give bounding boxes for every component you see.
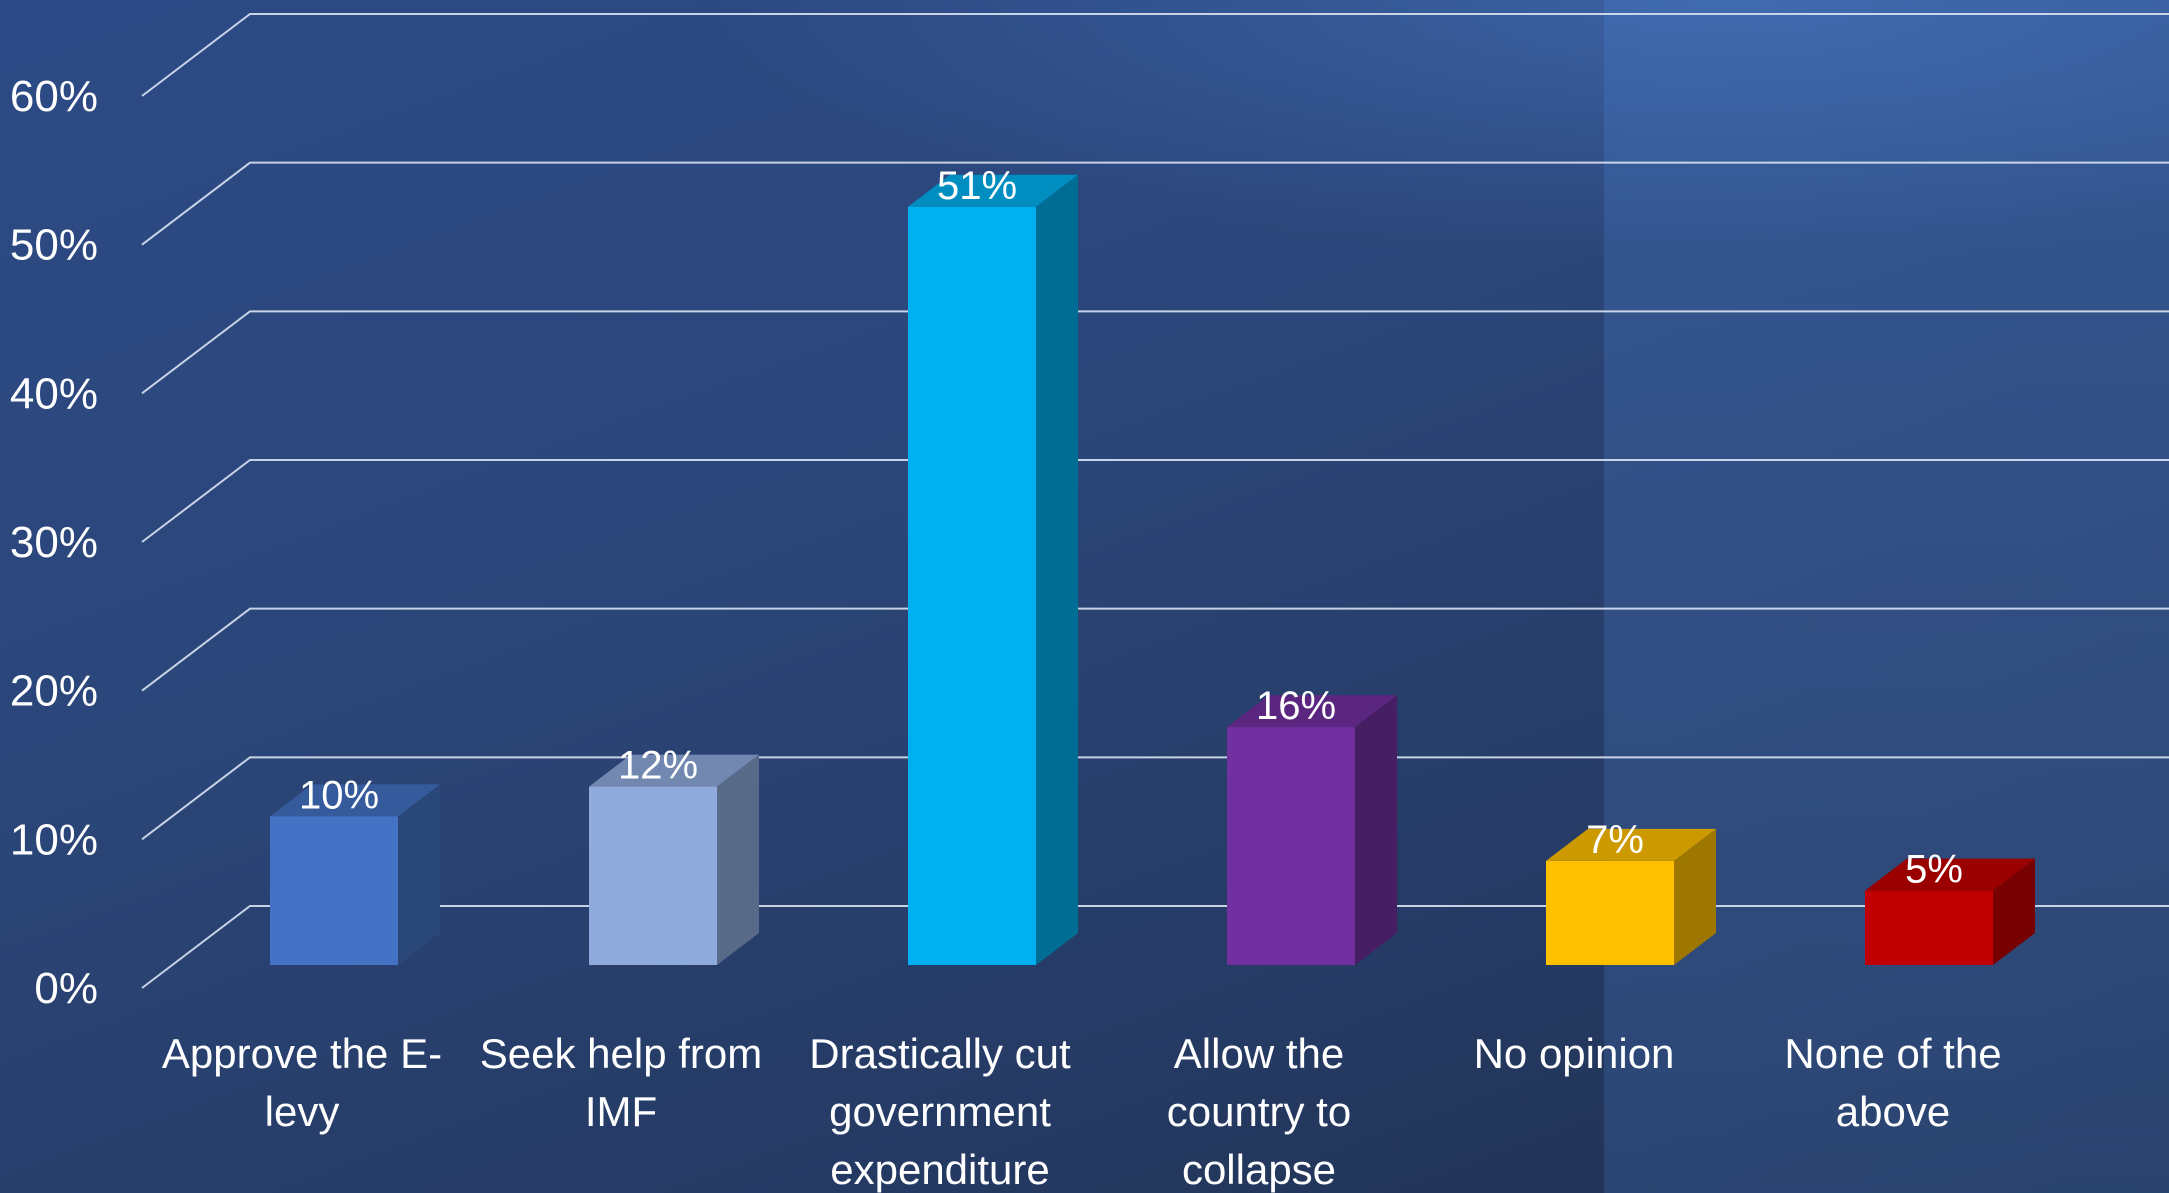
category-label: Allow the country to collapse xyxy=(1167,1030,1351,1193)
bar-top xyxy=(270,784,440,817)
data-labels: 10% 12% 51% 16% 7% 5% xyxy=(299,164,1963,892)
gridline xyxy=(141,310,2169,395)
data-label: 16% xyxy=(1256,684,1336,728)
y-tick-label: 20% xyxy=(10,667,98,716)
bar-top xyxy=(908,174,1078,207)
bar-side xyxy=(1036,174,1078,966)
data-label: 12% xyxy=(618,744,698,788)
bar xyxy=(1227,695,1397,965)
bar-side xyxy=(717,754,759,965)
category-label: None of the above xyxy=(1784,1030,2001,1135)
gridline xyxy=(141,607,2169,692)
gridline xyxy=(141,905,2169,989)
background-panel xyxy=(1604,0,2169,1193)
category-label: No opinion xyxy=(1474,1030,1675,1077)
gridline xyxy=(141,756,2169,841)
y-tick-label: 0% xyxy=(34,964,98,1013)
bar xyxy=(1865,858,2035,965)
bar-front xyxy=(908,206,1036,966)
bar-front xyxy=(589,786,717,965)
bar xyxy=(1546,828,1716,965)
y-tick-label: 30% xyxy=(10,518,98,567)
bar-top xyxy=(1865,858,2035,891)
y-tick-label: 60% xyxy=(10,72,98,121)
data-label: 10% xyxy=(299,773,379,817)
y-axis-ticks: 0% 10% 20% 30% 40% 50% 60% xyxy=(10,72,98,1013)
bars xyxy=(270,174,2035,966)
bar-front xyxy=(1865,890,1993,965)
gridline xyxy=(141,161,2169,246)
gridline xyxy=(141,13,2169,97)
y-tick-label: 50% xyxy=(10,221,98,270)
category-label: Approve the E-levy xyxy=(162,1030,442,1135)
gridline xyxy=(141,459,2169,543)
bar-front xyxy=(270,816,398,965)
category-labels: Approve the E-levy Seek help from IMF Drast… xyxy=(162,1030,2002,1193)
bar-side xyxy=(1993,858,2035,965)
category-label: Seek help from IMF xyxy=(480,1030,762,1135)
data-label: 51% xyxy=(937,164,1017,208)
bar-side xyxy=(1674,828,1716,965)
bar-front xyxy=(1227,727,1355,965)
bar-top xyxy=(589,754,759,787)
bar xyxy=(908,174,1078,966)
data-label: 5% xyxy=(1905,848,1963,892)
category-label: Drastically cut government expenditure xyxy=(809,1030,1071,1193)
bar xyxy=(270,784,440,965)
y-tick-label: 40% xyxy=(10,369,98,418)
bar-front xyxy=(1546,860,1674,965)
bar-top xyxy=(1227,695,1397,728)
y-tick-label: 10% xyxy=(10,815,98,864)
bar-side xyxy=(1355,695,1397,965)
gridlines xyxy=(141,13,2169,989)
bar xyxy=(589,754,759,965)
bar-side xyxy=(398,784,440,965)
bar-top xyxy=(1546,828,1716,861)
data-label: 7% xyxy=(1586,818,1644,862)
